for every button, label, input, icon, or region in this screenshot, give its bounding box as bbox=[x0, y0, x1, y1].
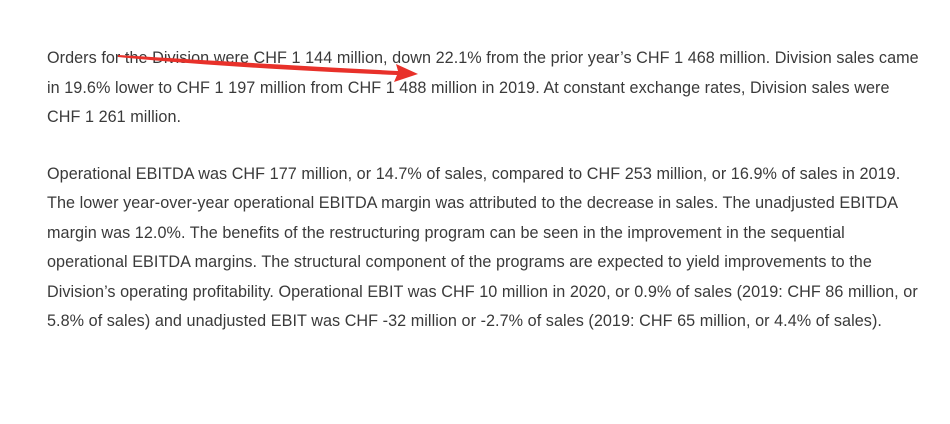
paragraph-orders-sales: Orders for the Division were CHF 1 144 m… bbox=[47, 49, 919, 126]
paragraph-ebitda-ebit: Operational EBITDA was CHF 177 million, … bbox=[47, 164, 918, 331]
article-body: Orders for the Division were CHF 1 144 m… bbox=[47, 44, 927, 337]
